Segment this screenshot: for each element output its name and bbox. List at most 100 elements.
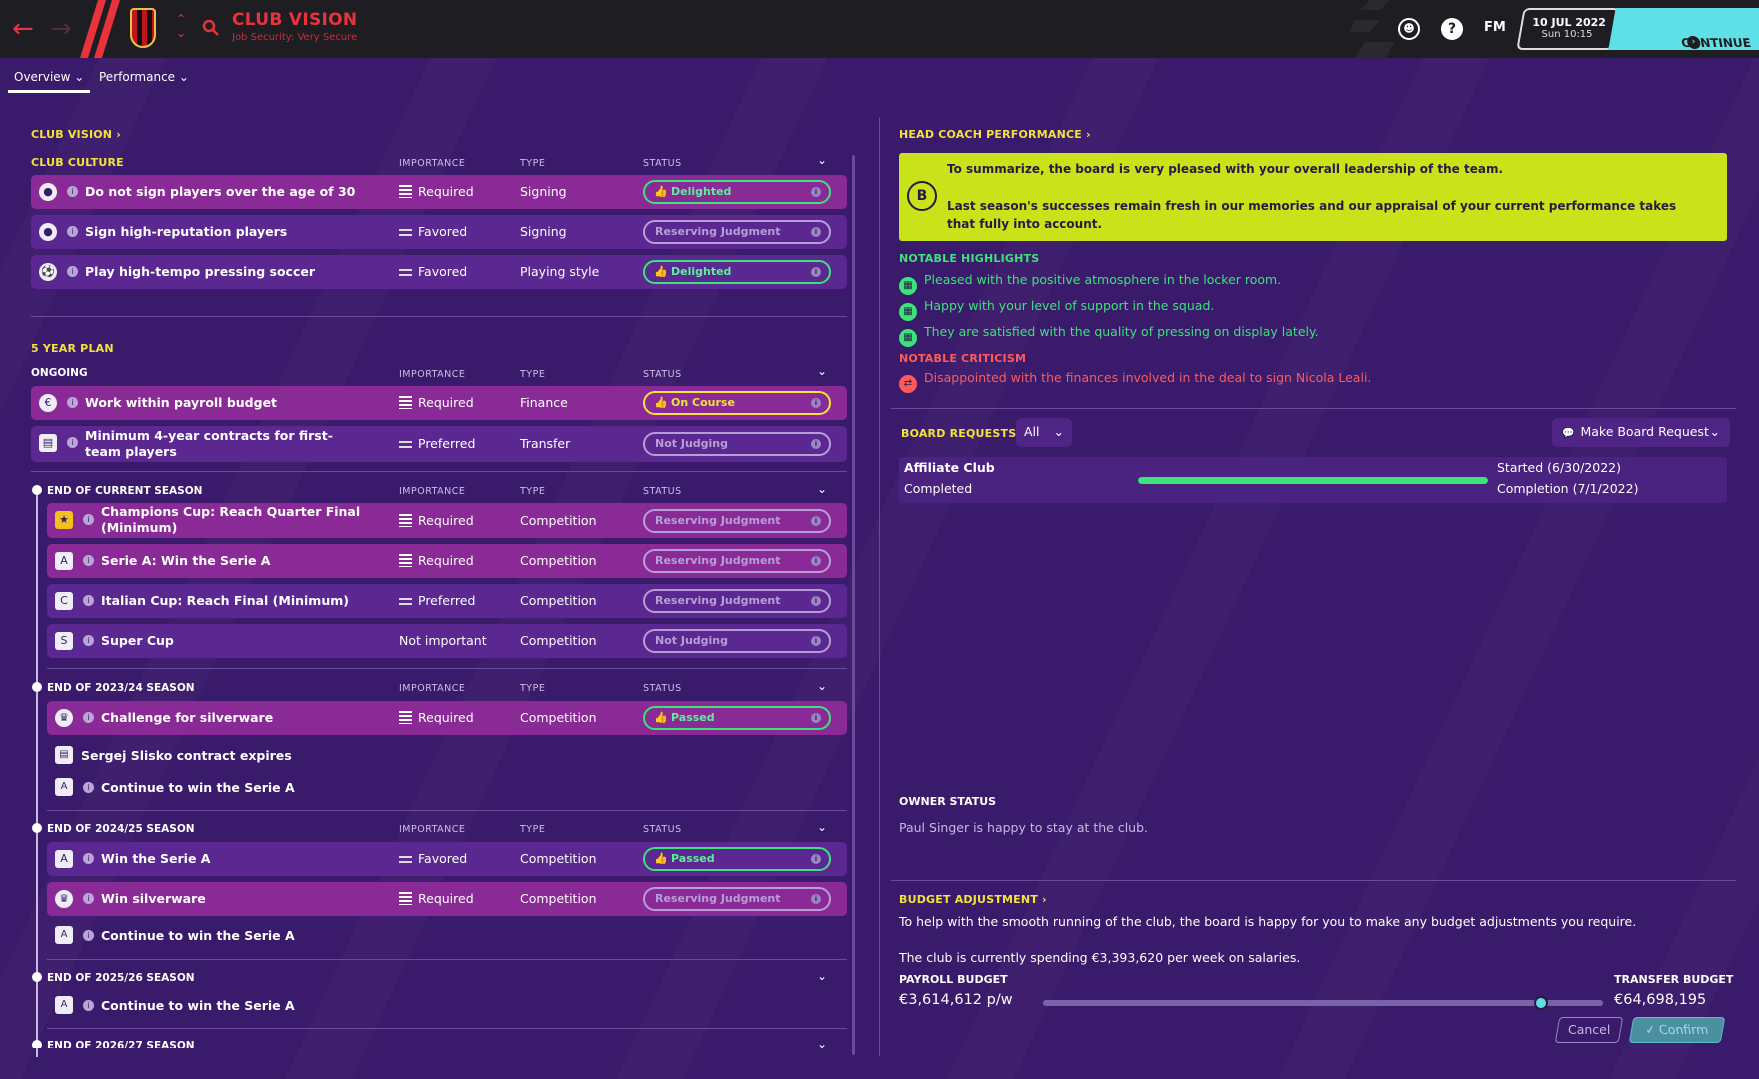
table-row[interactable]: A i Serie A: Win the Serie A Required Co…: [47, 544, 847, 578]
info-icon[interactable]: i: [83, 712, 94, 723]
make-board-request-button[interactable]: 💬 Make Board Request ⌄: [1552, 418, 1730, 447]
table-row[interactable]: ♛ i Challenge for silverware Required Co…: [47, 701, 847, 735]
status-badge[interactable]: Reserving Judgment i: [643, 589, 831, 613]
info-icon[interactable]: i: [83, 635, 94, 646]
info-icon[interactable]: i: [811, 227, 821, 237]
info-icon[interactable]: i: [67, 226, 78, 237]
info-icon[interactable]: i: [67, 186, 78, 197]
search-icon[interactable]: [202, 19, 220, 37]
budget-slider[interactable]: [1043, 996, 1603, 1010]
table-row[interactable]: C i Italian Cup: Reach Final (Minimum) P…: [47, 584, 847, 618]
collapse-chevron-icon[interactable]: ⌄: [817, 679, 828, 693]
club-vision-link[interactable]: CLUB VISION ›: [31, 128, 121, 141]
tab-performance[interactable]: Performance ⌄: [99, 70, 189, 84]
table-row[interactable]: ● i Sign high-reputation players Favored…: [31, 215, 847, 249]
table-row[interactable]: ⚽ i Play high-tempo pressing soccer Favo…: [31, 255, 847, 289]
club-switch-icon[interactable]: ⌃ ⌄: [176, 12, 187, 40]
info-icon[interactable]: i: [811, 596, 821, 606]
owner-status-heading: OWNER STATUS: [899, 795, 997, 808]
col-status[interactable]: STATUS: [643, 683, 682, 694]
budget-slider-handle[interactable]: [1534, 996, 1549, 1010]
info-icon[interactable]: i: [83, 514, 94, 525]
info-icon[interactable]: i: [811, 854, 821, 864]
globe-icon[interactable]: ☻: [1398, 18, 1420, 40]
status-badge[interactable]: Reserving Judgment i: [643, 220, 831, 244]
list-item[interactable]: A i Continue to win the Serie A: [47, 772, 847, 802]
info-icon[interactable]: i: [811, 398, 821, 408]
status-badge[interactable]: Not Judging i: [643, 629, 831, 653]
info-icon[interactable]: i: [811, 516, 821, 526]
table-row[interactable]: ♛ i Win silverware Required Competition …: [47, 882, 847, 916]
collapse-chevron-icon[interactable]: ⌄: [817, 364, 828, 378]
back-arrow-icon[interactable]: ←: [12, 14, 34, 44]
col-type[interactable]: TYPE: [520, 824, 546, 835]
collapse-chevron-icon[interactable]: ⌄: [817, 1040, 828, 1048]
forward-arrow-icon[interactable]: →: [50, 14, 72, 44]
table-row[interactable]: ▤ i Minimum 4-year contracts for first-t…: [31, 426, 847, 462]
left-panel-scrollbar[interactable]: [852, 155, 855, 1055]
head-coach-performance-link[interactable]: HEAD COACH PERFORMANCE ›: [899, 128, 1091, 141]
info-icon[interactable]: i: [811, 187, 821, 197]
club-crest-icon[interactable]: [130, 8, 156, 48]
status-badge[interactable]: 👍 On Course i: [643, 391, 831, 415]
info-icon[interactable]: i: [67, 437, 78, 448]
status-badge[interactable]: 👍 Delighted i: [643, 260, 831, 284]
status-badge[interactable]: 👍 Passed i: [643, 706, 831, 730]
info-icon[interactable]: i: [67, 397, 78, 408]
col-type[interactable]: TYPE: [520, 158, 546, 169]
filter-dropdown[interactable]: All ⌄: [1016, 418, 1072, 447]
fm-menu-button[interactable]: FM: [1484, 20, 1506, 35]
confirm-button[interactable]: ✓Confirm: [1628, 1017, 1726, 1043]
info-icon[interactable]: i: [811, 713, 821, 723]
cancel-button[interactable]: Cancel: [1554, 1017, 1624, 1043]
continue-button[interactable]: CONTINUE ›: [1608, 8, 1759, 50]
collapse-chevron-icon[interactable]: ⌄: [817, 153, 828, 167]
col-type[interactable]: TYPE: [520, 683, 546, 694]
help-icon[interactable]: ?: [1441, 18, 1463, 40]
status-badge[interactable]: Reserving Judgment i: [643, 887, 831, 911]
info-icon[interactable]: i: [83, 555, 94, 566]
tab-overview[interactable]: Overview ⌄: [14, 70, 85, 84]
table-row[interactable]: A i Win the Serie A Favored Competition …: [47, 842, 847, 876]
col-importance[interactable]: IMPORTANCE: [399, 158, 466, 169]
col-type[interactable]: TYPE: [520, 486, 546, 497]
info-icon[interactable]: i: [811, 636, 821, 646]
budget-adjustment-link[interactable]: BUDGET ADJUSTMENT ›: [899, 893, 1047, 906]
info-icon[interactable]: i: [811, 556, 821, 566]
info-icon[interactable]: i: [811, 439, 821, 449]
list-item[interactable]: A i Continue to win the Serie A: [47, 990, 847, 1020]
info-icon[interactable]: i: [83, 853, 94, 864]
col-importance[interactable]: IMPORTANCE: [399, 824, 466, 835]
collapse-chevron-icon[interactable]: ⌄: [817, 482, 828, 496]
collapse-chevron-icon[interactable]: ⌄: [817, 969, 828, 983]
table-row[interactable]: ★ i Champions Cup: Reach Quarter Final (…: [47, 503, 847, 538]
status-badge[interactable]: 👍 Passed i: [643, 847, 831, 871]
info-icon[interactable]: i: [811, 894, 821, 904]
status-badge[interactable]: Not Judging i: [643, 432, 831, 456]
collapse-chevron-icon[interactable]: ⌄: [817, 820, 828, 834]
col-type[interactable]: TYPE: [520, 369, 546, 380]
info-icon[interactable]: i: [83, 782, 94, 793]
col-status[interactable]: STATUS: [643, 824, 682, 835]
info-icon[interactable]: i: [811, 267, 821, 277]
status-badge[interactable]: 👍 Delighted i: [643, 180, 831, 204]
table-row[interactable]: € i Work within payroll budget Required …: [31, 386, 847, 420]
col-importance[interactable]: IMPORTANCE: [399, 683, 466, 694]
table-row[interactable]: S i Super Cup Not important Competition …: [47, 624, 847, 658]
info-icon[interactable]: i: [67, 266, 78, 277]
col-status[interactable]: STATUS: [643, 369, 682, 380]
info-icon[interactable]: i: [83, 595, 94, 606]
info-icon[interactable]: i: [83, 1000, 94, 1011]
list-item[interactable]: ▤ Sergej Slisko contract expires: [47, 740, 847, 770]
status-badge[interactable]: Reserving Judgment i: [643, 509, 831, 533]
list-item[interactable]: A i Continue to win the Serie A: [47, 920, 847, 950]
col-status[interactable]: STATUS: [643, 158, 682, 169]
status-badge[interactable]: Reserving Judgment i: [643, 549, 831, 573]
table-row[interactable]: ● i Do not sign players over the age of …: [31, 175, 847, 209]
col-importance[interactable]: IMPORTANCE: [399, 486, 466, 497]
col-importance[interactable]: IMPORTANCE: [399, 369, 466, 380]
info-icon[interactable]: i: [83, 893, 94, 904]
game-date[interactable]: 10 JUL 2022 Sun 10:15: [1516, 8, 1620, 50]
info-icon[interactable]: i: [83, 930, 94, 941]
col-status[interactable]: STATUS: [643, 486, 682, 497]
